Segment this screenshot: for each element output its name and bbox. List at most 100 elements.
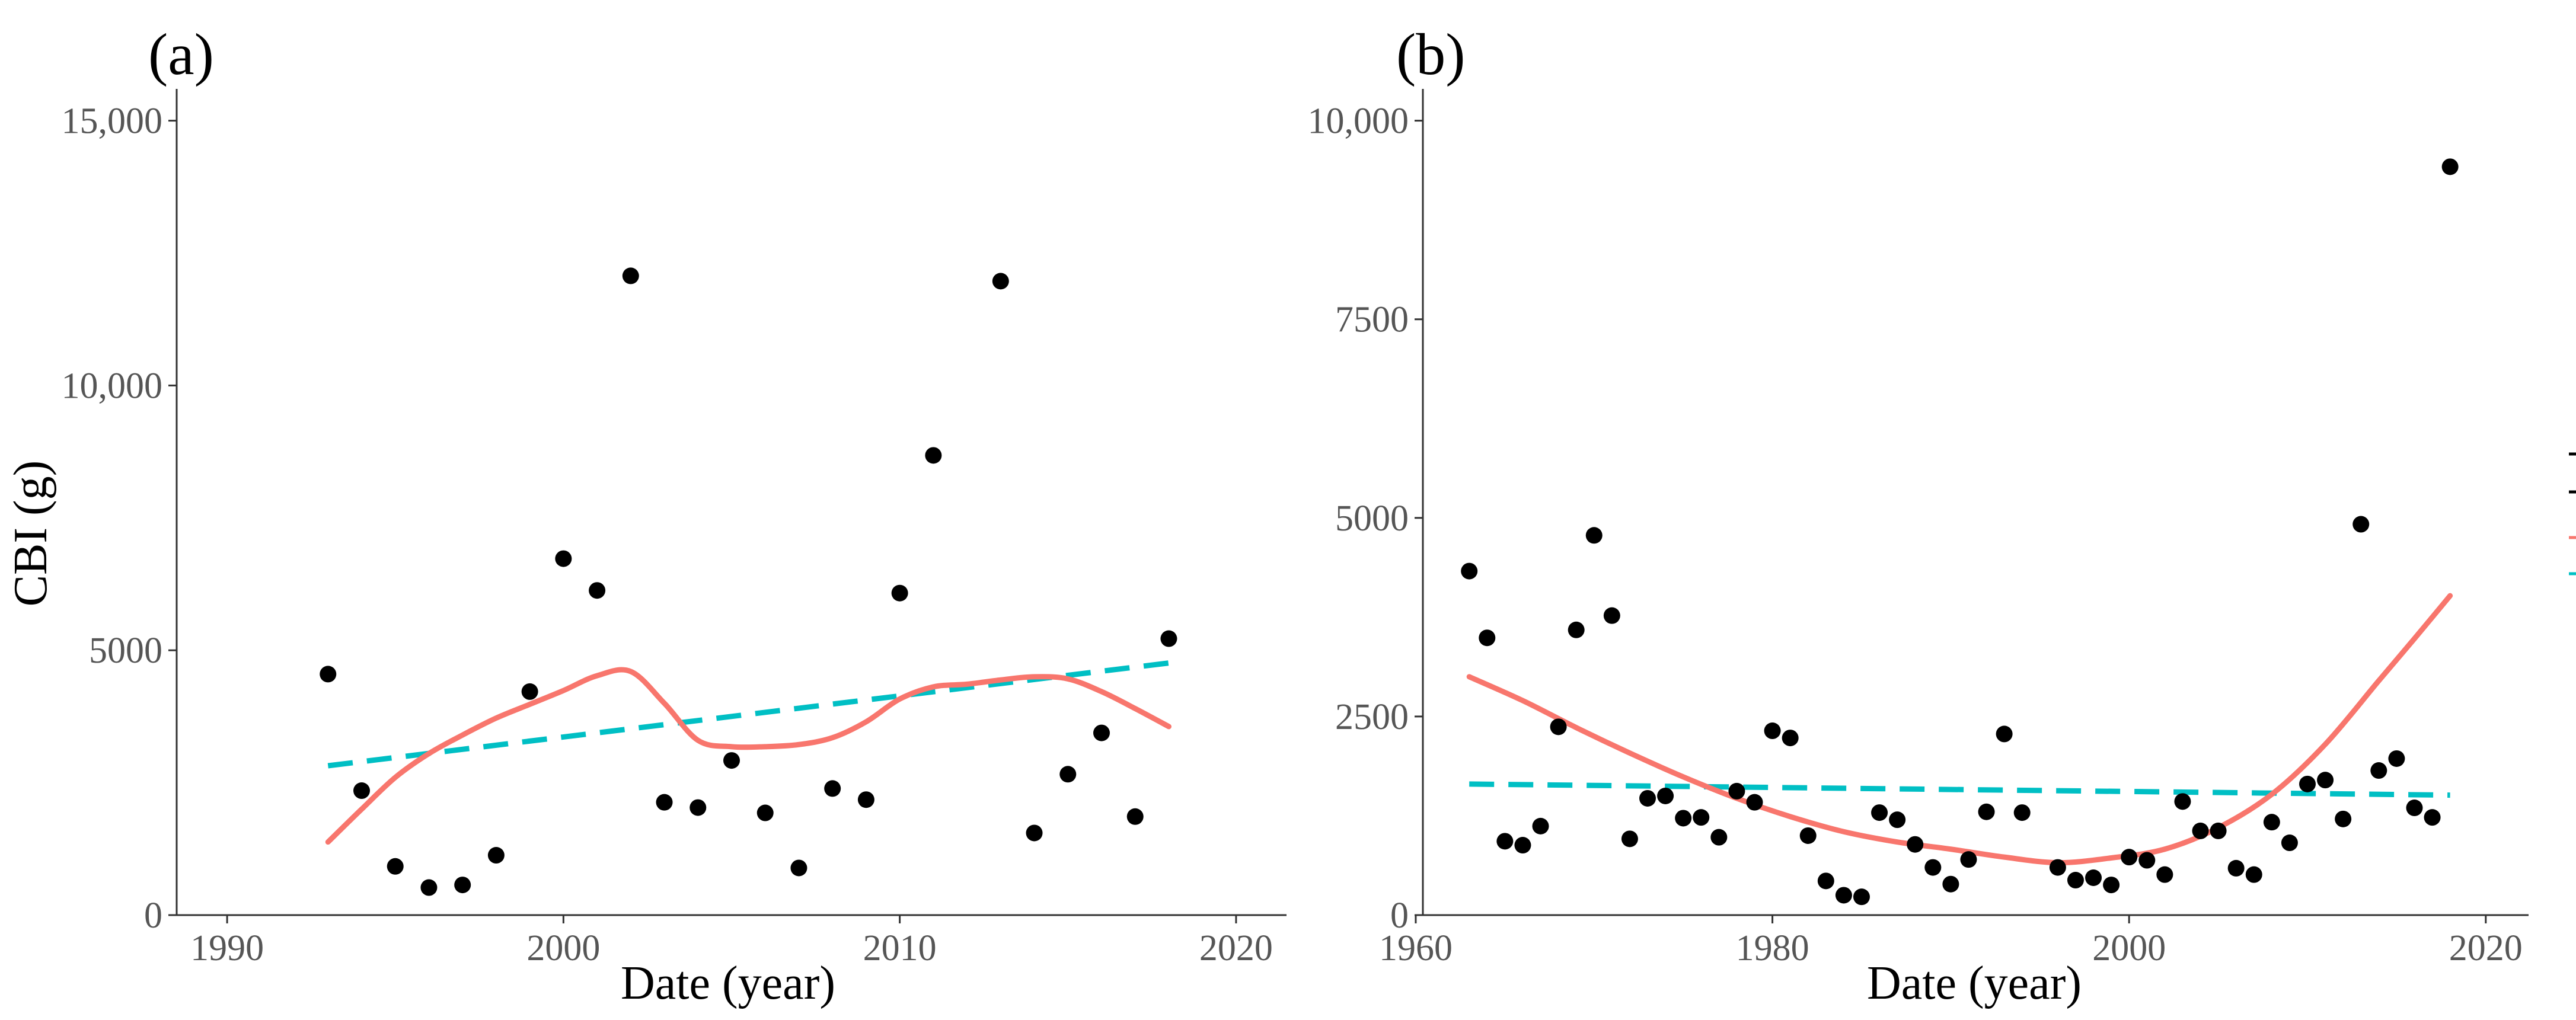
panel-b-data-point (2174, 793, 2191, 810)
panel-b-data-point (2192, 822, 2209, 839)
panel-b-data-point (1657, 787, 1674, 804)
panel-b-data-point (1960, 851, 1977, 868)
panel-a-ylabel: CBI (g) (5, 461, 57, 607)
panel-b-data-point (1889, 811, 1906, 829)
panel-b-data-point (1532, 817, 1549, 834)
panel-a-data-point (1059, 766, 1077, 783)
panel-b-data-point (1817, 872, 1834, 890)
panel-a: (a) CBI (g) Date (year) 1990 2000 2010 2020… (5, 21, 1287, 1009)
panel-a-xtick-label: 2010 (863, 928, 937, 968)
panel-a-data-point (857, 791, 874, 808)
panel-a-ytick-label: 5000 (89, 631, 162, 671)
panel-b-data-point (2121, 849, 2138, 866)
panel-b-data-point (1978, 803, 1995, 820)
panel-b-data-point (2210, 822, 2227, 839)
panel-a-data-point (690, 799, 707, 816)
panel-b-data-point (1799, 827, 1817, 844)
panel-b-data-point (1853, 888, 1870, 906)
panel-a-data-point (1093, 724, 1110, 741)
panel-b-xtick-label: 1960 (1379, 928, 1453, 968)
panel-b-linear-trend (1469, 781, 2450, 798)
panel-a-data-point (589, 582, 606, 599)
panel-a-data-point (992, 273, 1009, 290)
panel-b-data-point (1746, 794, 1763, 811)
panel-a-label: (a) (148, 21, 214, 87)
panel-b-data-point (1693, 809, 1710, 826)
panel-b-data-point (2156, 866, 2173, 883)
panel-b-data-point (2424, 809, 2441, 826)
panel-b-xtick-label: 1980 (1736, 928, 1809, 968)
panel-a-data-point (925, 447, 942, 464)
panel-a-xtick-label: 2020 (1199, 928, 1273, 968)
panel-b-data-point (1924, 859, 1942, 876)
panel-b-data-point (2406, 800, 2423, 817)
panel-a-ytick-label: 0 (144, 896, 162, 936)
panel-b-data-point (1942, 875, 1959, 893)
panel-a-data-point (891, 584, 908, 602)
panel-a-smooth-trend (325, 667, 1172, 845)
panel-b-ticks: 1960 1980 2000 2020 0 2500 5000 7500 10,000 (1308, 101, 2523, 968)
panel-a-data-point (353, 782, 370, 800)
panel-b-ytick-label: 5000 (1335, 498, 1409, 539)
panel-b-data-point (1728, 782, 1745, 800)
panel-b-data-point (1764, 722, 1781, 740)
panel-a-ytick-label: 10,000 (62, 366, 163, 406)
panel-b-data-point (1907, 836, 1924, 853)
panel-b-data-point (2085, 869, 2102, 887)
panel-b-ytick-label: 10,000 (1308, 101, 1409, 142)
panel-a-data-point (1126, 808, 1144, 825)
panel-b-data-point (2317, 772, 2334, 789)
panel-b-ytick-label: 2500 (1335, 697, 1409, 737)
panel-a-data-point (320, 666, 337, 683)
panel-a-data-point (1026, 824, 1043, 842)
panel-b-data-point (1835, 887, 1852, 904)
panel-a-data-point (622, 267, 639, 284)
panel-a-xlabel: Date (year) (621, 957, 835, 1009)
panel-a-data-point (420, 879, 438, 896)
panel-b-label: (b) (1396, 21, 1466, 87)
panel-b-data-point (1568, 621, 1585, 638)
panel-a-linear-trend (327, 660, 1169, 769)
panel-b-data-point (2388, 750, 2405, 767)
panel-b-data-point (1782, 730, 1799, 747)
panel-b-data-point (1585, 527, 1603, 544)
panel-b-data-point (2067, 872, 2084, 889)
panel-b-data-point (1710, 829, 1728, 846)
panel-b-data-point (2049, 859, 2066, 876)
panel-a-data-point (824, 780, 841, 797)
panel-a-data-point (756, 804, 774, 821)
panel-b-data-point (2138, 852, 2156, 869)
panel-b-points (1461, 158, 2459, 906)
panel-a-data-point (555, 550, 572, 567)
panel-a-points (320, 267, 1177, 896)
panel-b-data-point (1639, 789, 1656, 807)
panel-b-ytick-label: 7500 (1335, 300, 1409, 340)
panel-a-data-point (656, 794, 673, 811)
panel-a-data-point (790, 859, 807, 877)
panel-a-data-point (387, 858, 404, 875)
panel-b-ytick-label: 0 (1390, 896, 1409, 936)
panel-b-data-point (2299, 775, 2316, 792)
panel-b-data-point (2245, 866, 2262, 883)
panel-b-data-point (1479, 629, 1496, 647)
panel-b: (b) Date (year) 1960 1980 2000 2020 0 2500 500… (1308, 21, 2529, 1009)
panel-a-data-point (1160, 630, 1177, 647)
legend-stub (2569, 452, 2576, 575)
panel-a-ticks: 1990 2000 2010 2020 0 5000 10,000 15,000 (62, 101, 1273, 968)
panel-b-data-point (2352, 516, 2370, 533)
panel-b-data-point (2263, 814, 2280, 831)
panel-b-data-point (2227, 859, 2245, 877)
panel-a-data-point (487, 847, 505, 864)
panel-b-data-point (1675, 810, 1692, 827)
panel-b-data-point (2281, 834, 2298, 852)
panel-a-ytick-label: 15,000 (62, 101, 163, 142)
panel-b-data-point (2370, 762, 2387, 779)
panel-b-data-point (2013, 804, 2031, 821)
panel-b-data-point (1621, 830, 1638, 848)
panel-b-data-point (1496, 833, 1514, 850)
panel-b-xlabel: Date (year) (1867, 957, 2082, 1009)
panel-a-xtick-label: 2000 (526, 928, 600, 968)
panel-a-data-point (521, 683, 538, 700)
panel-a-xtick-label: 1990 (190, 928, 264, 968)
